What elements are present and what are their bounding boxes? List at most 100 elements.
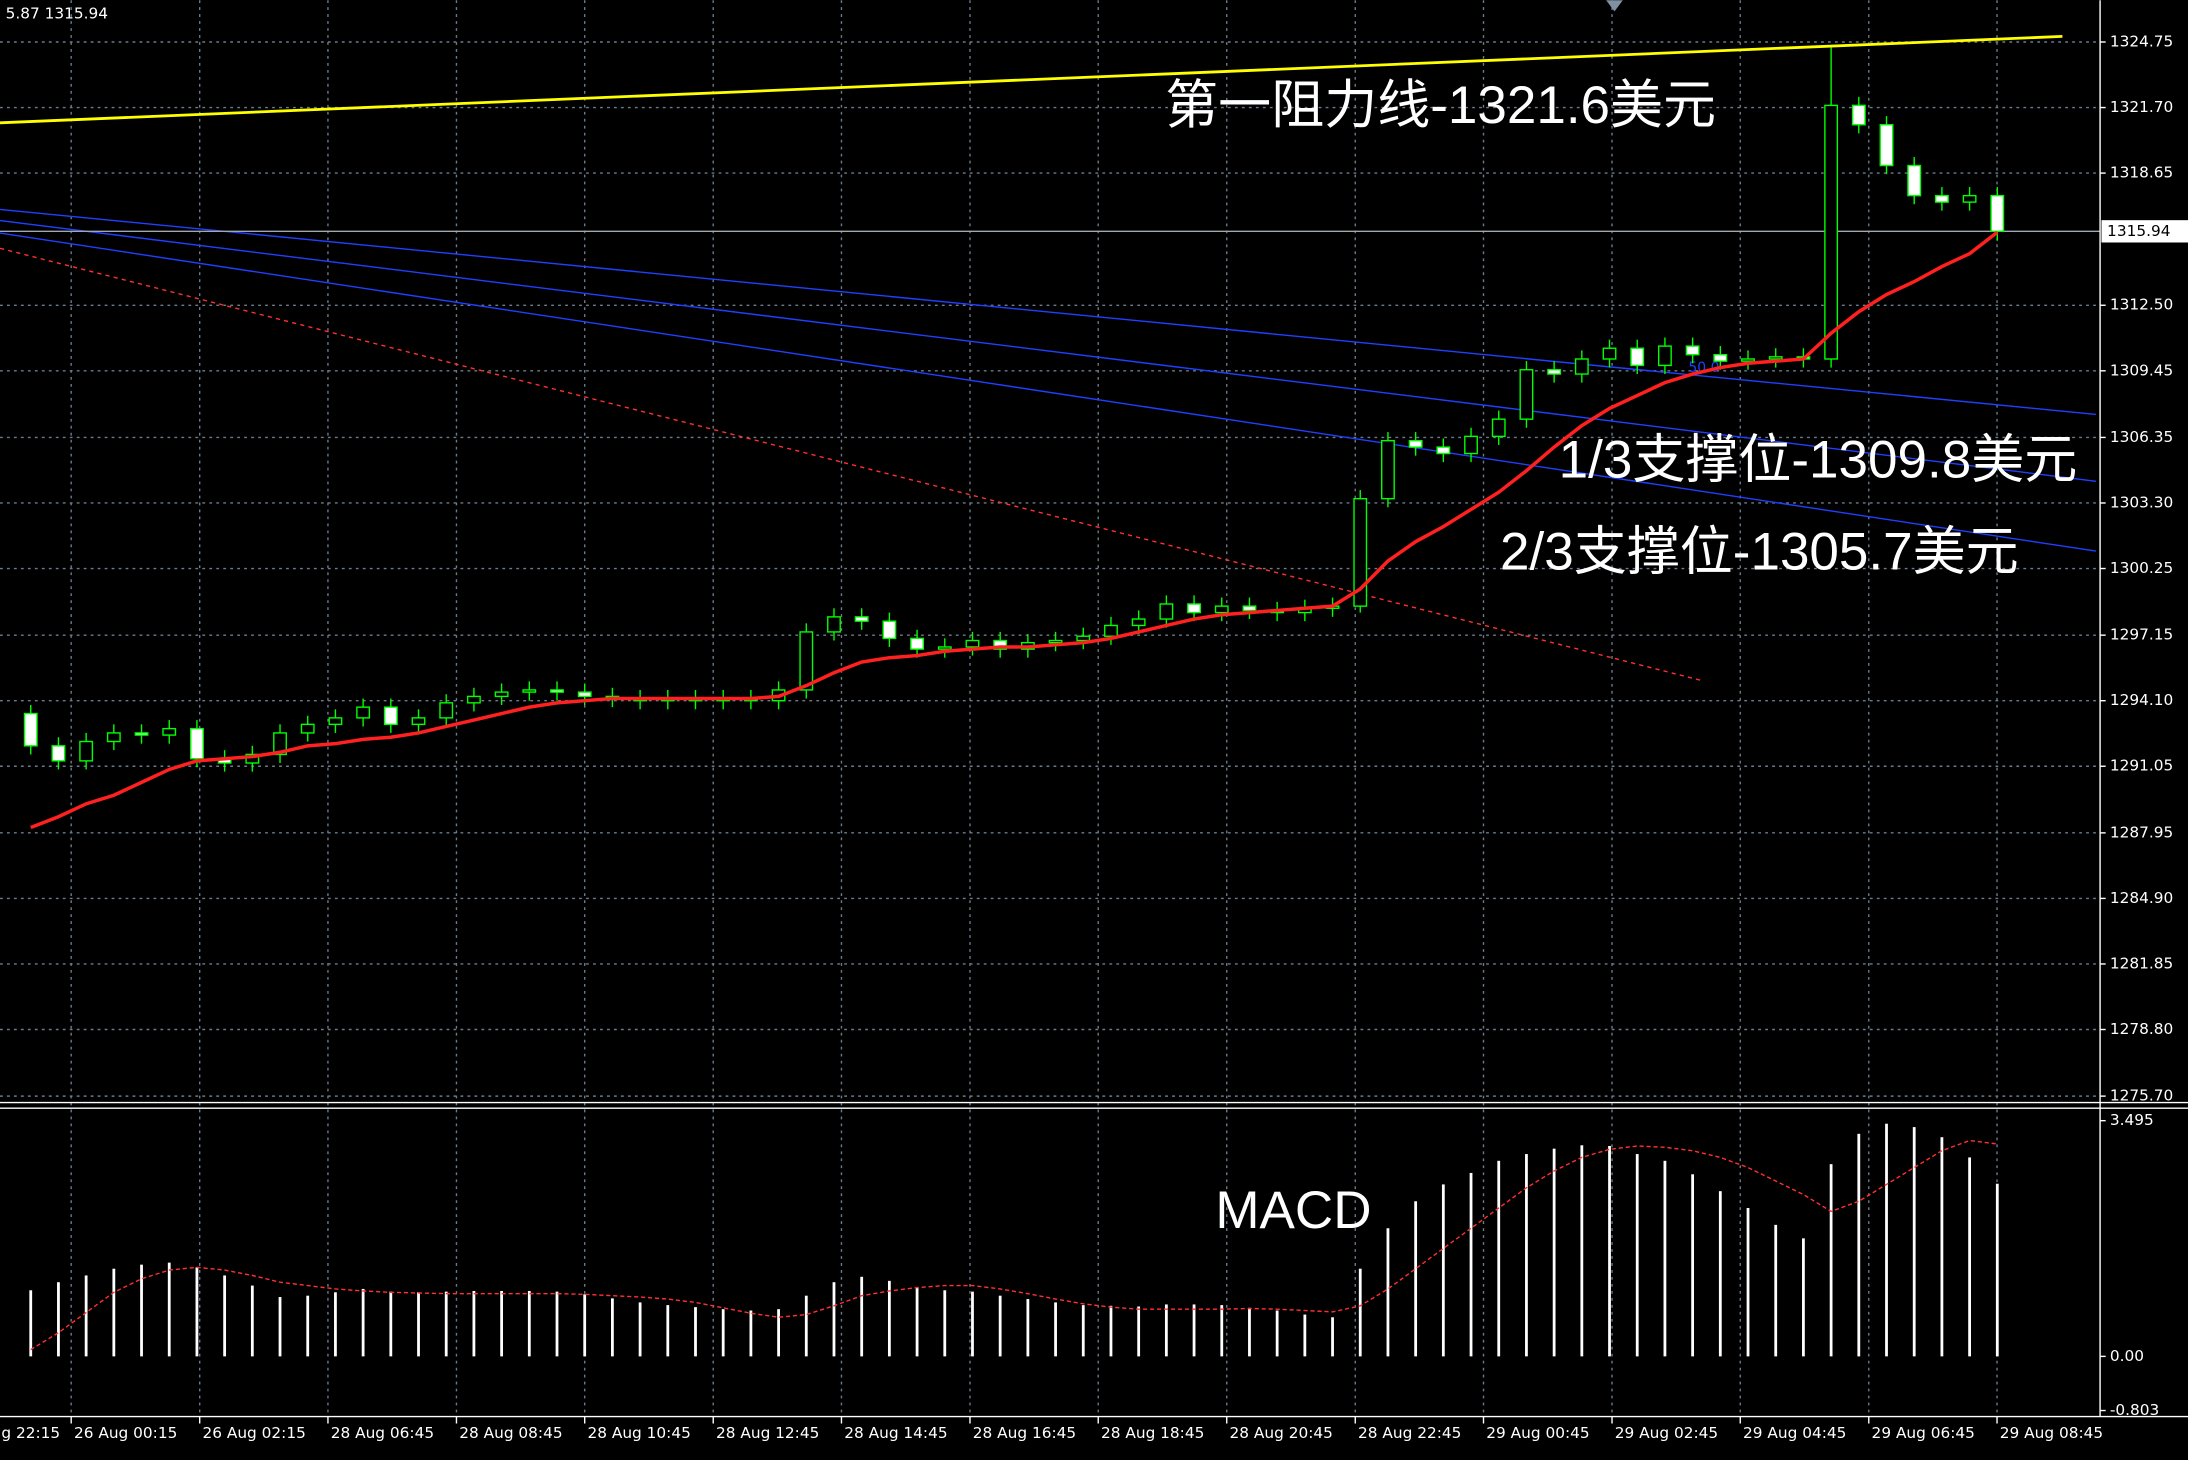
x-tick-label: 29 Aug 00:45 xyxy=(1486,1424,1589,1442)
macd-bar xyxy=(721,1309,725,1357)
candle-body xyxy=(1242,605,1257,612)
annotation: 2/3支撑位-1305.7美元 xyxy=(1500,523,2019,582)
moving-average xyxy=(30,230,1999,830)
macd-bar xyxy=(278,1297,282,1357)
y-tick-label: 1287.95 xyxy=(2110,823,2173,841)
candle-body xyxy=(1464,435,1478,455)
trend-line xyxy=(0,35,2063,125)
macd-bar xyxy=(583,1294,587,1357)
candle-body xyxy=(411,717,426,726)
x-tick-label: 29 Aug 04:45 xyxy=(1743,1424,1846,1442)
x-tick-label: 28 Aug 14:45 xyxy=(844,1424,947,1442)
candle-body xyxy=(1408,439,1423,448)
x-tick-label: 29 Aug 08:45 xyxy=(2000,1424,2103,1442)
macd-bar xyxy=(1663,1160,1667,1357)
candle-body xyxy=(993,639,1008,650)
candle-body xyxy=(1436,446,1451,455)
macd-bar xyxy=(915,1287,919,1357)
candle-body xyxy=(356,706,371,719)
macd-bar xyxy=(361,1288,365,1357)
x-tick-label: 28 Aug 10:45 xyxy=(587,1424,690,1442)
candle-body xyxy=(1934,194,1949,203)
candle-body xyxy=(23,712,38,747)
macd-bar xyxy=(1331,1317,1334,1357)
macd-bar xyxy=(804,1295,808,1357)
last-price-box xyxy=(2101,220,2188,243)
x-tick-label: 26 Aug 02:15 xyxy=(202,1424,305,1442)
candle-body xyxy=(328,717,343,726)
macd-bar xyxy=(1358,1268,1362,1357)
macd-bar xyxy=(1414,1201,1418,1357)
y-tick-label: 1297.15 xyxy=(2110,626,2173,644)
macd-bar xyxy=(611,1298,614,1357)
macd-bar xyxy=(1746,1208,1750,1357)
y-tick-label: 1284.90 xyxy=(2110,889,2173,907)
macd-bar xyxy=(666,1305,670,1357)
macd-bar xyxy=(1497,1160,1501,1357)
x-tick-label: 28 Aug 12:45 xyxy=(716,1424,819,1442)
macd-bar xyxy=(555,1291,559,1357)
macd-bar xyxy=(777,1309,780,1357)
x-tick-label: g 22:15 xyxy=(1,1424,60,1442)
macd-bar xyxy=(167,1262,171,1357)
macd-bar xyxy=(250,1285,254,1357)
candle-body xyxy=(1104,624,1118,637)
y-tick-label: 1281.85 xyxy=(2110,954,2173,972)
trend-line xyxy=(0,232,2097,552)
y-tick-label: 1300.25 xyxy=(2110,559,2173,577)
macd-bar xyxy=(417,1292,420,1357)
y-tick-label: 1324.75 xyxy=(2110,32,2173,50)
x-tick-label: 28 Aug 16:45 xyxy=(973,1424,1076,1442)
x-tick-label: 28 Aug 20:45 xyxy=(1230,1424,1333,1442)
candle-body xyxy=(383,706,398,726)
candle-body xyxy=(1990,194,2005,233)
macd-bar xyxy=(638,1302,642,1357)
macd-title: MACD xyxy=(1215,1181,1371,1240)
macd-bar xyxy=(500,1290,504,1357)
candle-body xyxy=(550,689,564,693)
macd-bar xyxy=(1441,1184,1445,1357)
candle-body xyxy=(300,723,315,734)
macd-bar xyxy=(1635,1154,1639,1357)
candle-body xyxy=(1851,104,1866,126)
candle-body xyxy=(1048,639,1063,644)
trend-line xyxy=(0,208,2096,416)
y-tick-label: 1321.70 xyxy=(2110,98,2173,116)
annotation: 1/3支撑位-1309.8美元 xyxy=(1559,430,2078,489)
macd-bar xyxy=(1829,1164,1833,1357)
y-tick-label: 1303.30 xyxy=(2110,493,2173,511)
candle-body xyxy=(1657,345,1672,367)
macd-bar xyxy=(472,1290,476,1357)
candle-body xyxy=(882,620,897,640)
macd-bar xyxy=(195,1267,199,1357)
macd-bar xyxy=(84,1275,88,1357)
y-tick-label: 1309.45 xyxy=(2110,361,2173,379)
y-tick-label: 1275.70 xyxy=(2110,1087,2173,1105)
last-price-label: 1315.94 xyxy=(2107,222,2170,240)
candle-body xyxy=(1768,356,1783,360)
signal-line xyxy=(30,1139,1998,1351)
candle-body xyxy=(1381,439,1395,500)
candle-body xyxy=(1962,194,1977,203)
candle-body xyxy=(1353,497,1368,607)
candle-body xyxy=(1491,418,1506,438)
y-tick-label: 1312.50 xyxy=(2110,296,2173,314)
macd-bar xyxy=(860,1276,864,1357)
candle-body xyxy=(134,732,149,736)
y-tick-label: 1278.80 xyxy=(2110,1020,2173,1038)
candle-body xyxy=(190,727,204,760)
header: 5.87 1315.94 xyxy=(6,5,108,23)
macd-bar xyxy=(1552,1148,1556,1357)
macd-bar xyxy=(1469,1172,1473,1357)
macd-bar xyxy=(1303,1314,1307,1357)
macd-bar xyxy=(1691,1174,1695,1357)
macd-bar xyxy=(1580,1145,1584,1357)
macd-bar xyxy=(1137,1306,1141,1357)
annotation: 第一阻力线-1321.6美元 xyxy=(1165,76,1716,135)
macd-bar xyxy=(527,1290,531,1357)
macd-bar xyxy=(1054,1302,1057,1357)
candle-body xyxy=(273,732,287,756)
macd-bar xyxy=(943,1290,947,1357)
plot: 50.0 xyxy=(0,35,2101,1357)
